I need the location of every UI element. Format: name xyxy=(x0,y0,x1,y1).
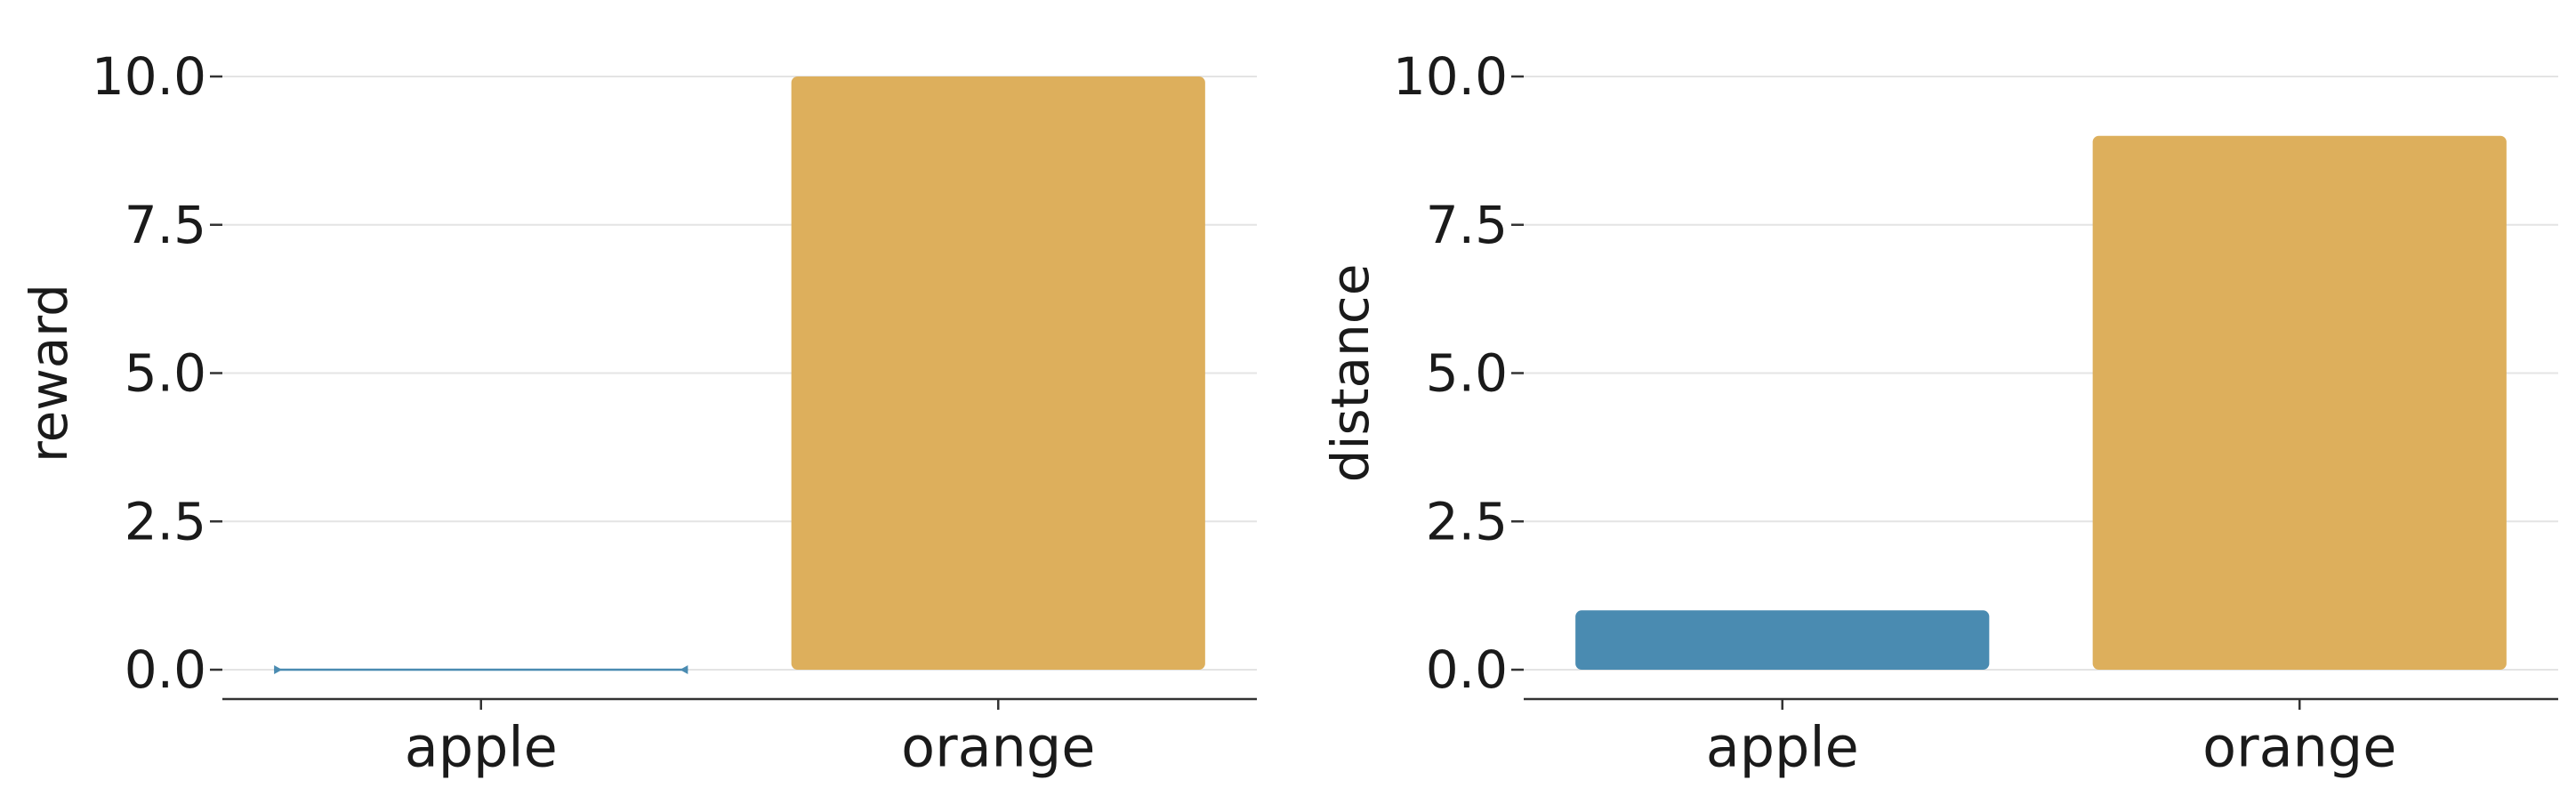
y-tick-7-5-label: 7.5 xyxy=(125,195,206,255)
bar-orange xyxy=(791,76,1205,670)
bar-orange xyxy=(2092,135,2507,670)
y-tick-5-0-label: 5.0 xyxy=(1426,343,1508,404)
x-tick-label-orange: orange xyxy=(2202,715,2396,780)
y-tick-10-0-label: 10.0 xyxy=(1393,46,1508,107)
y-tick-7-5-label: 7.5 xyxy=(1426,195,1508,255)
x-tick-label-apple: apple xyxy=(1706,715,1859,780)
bar-apple xyxy=(1575,610,1990,670)
y-axis-title: distance xyxy=(1320,264,1381,483)
y-tick-5-0-label: 5.0 xyxy=(125,343,206,404)
x-tick-label-orange: orange xyxy=(901,715,1095,780)
y-tick-10-0-label: 10.0 xyxy=(92,46,206,107)
y-tick-2-5-label: 2.5 xyxy=(1426,491,1508,551)
y-tick-0-0-label: 0.0 xyxy=(1426,639,1508,700)
bar-apple-end-marker xyxy=(680,665,688,674)
y-tick-2-5-label: 2.5 xyxy=(125,491,206,551)
reward-bar-chart: 0.0 2.5 5.0 7.5 10.0 apple orange reward xyxy=(19,46,1257,780)
x-tick-label-apple: apple xyxy=(405,715,558,780)
bar-apple-start-marker xyxy=(274,665,283,674)
y-tick-0-0-label: 0.0 xyxy=(125,639,206,700)
y-axis-title: reward xyxy=(19,284,79,462)
distance-bar-chart: 0.0 2.5 5.0 7.5 10.0 apple orange distance xyxy=(1320,46,2558,780)
